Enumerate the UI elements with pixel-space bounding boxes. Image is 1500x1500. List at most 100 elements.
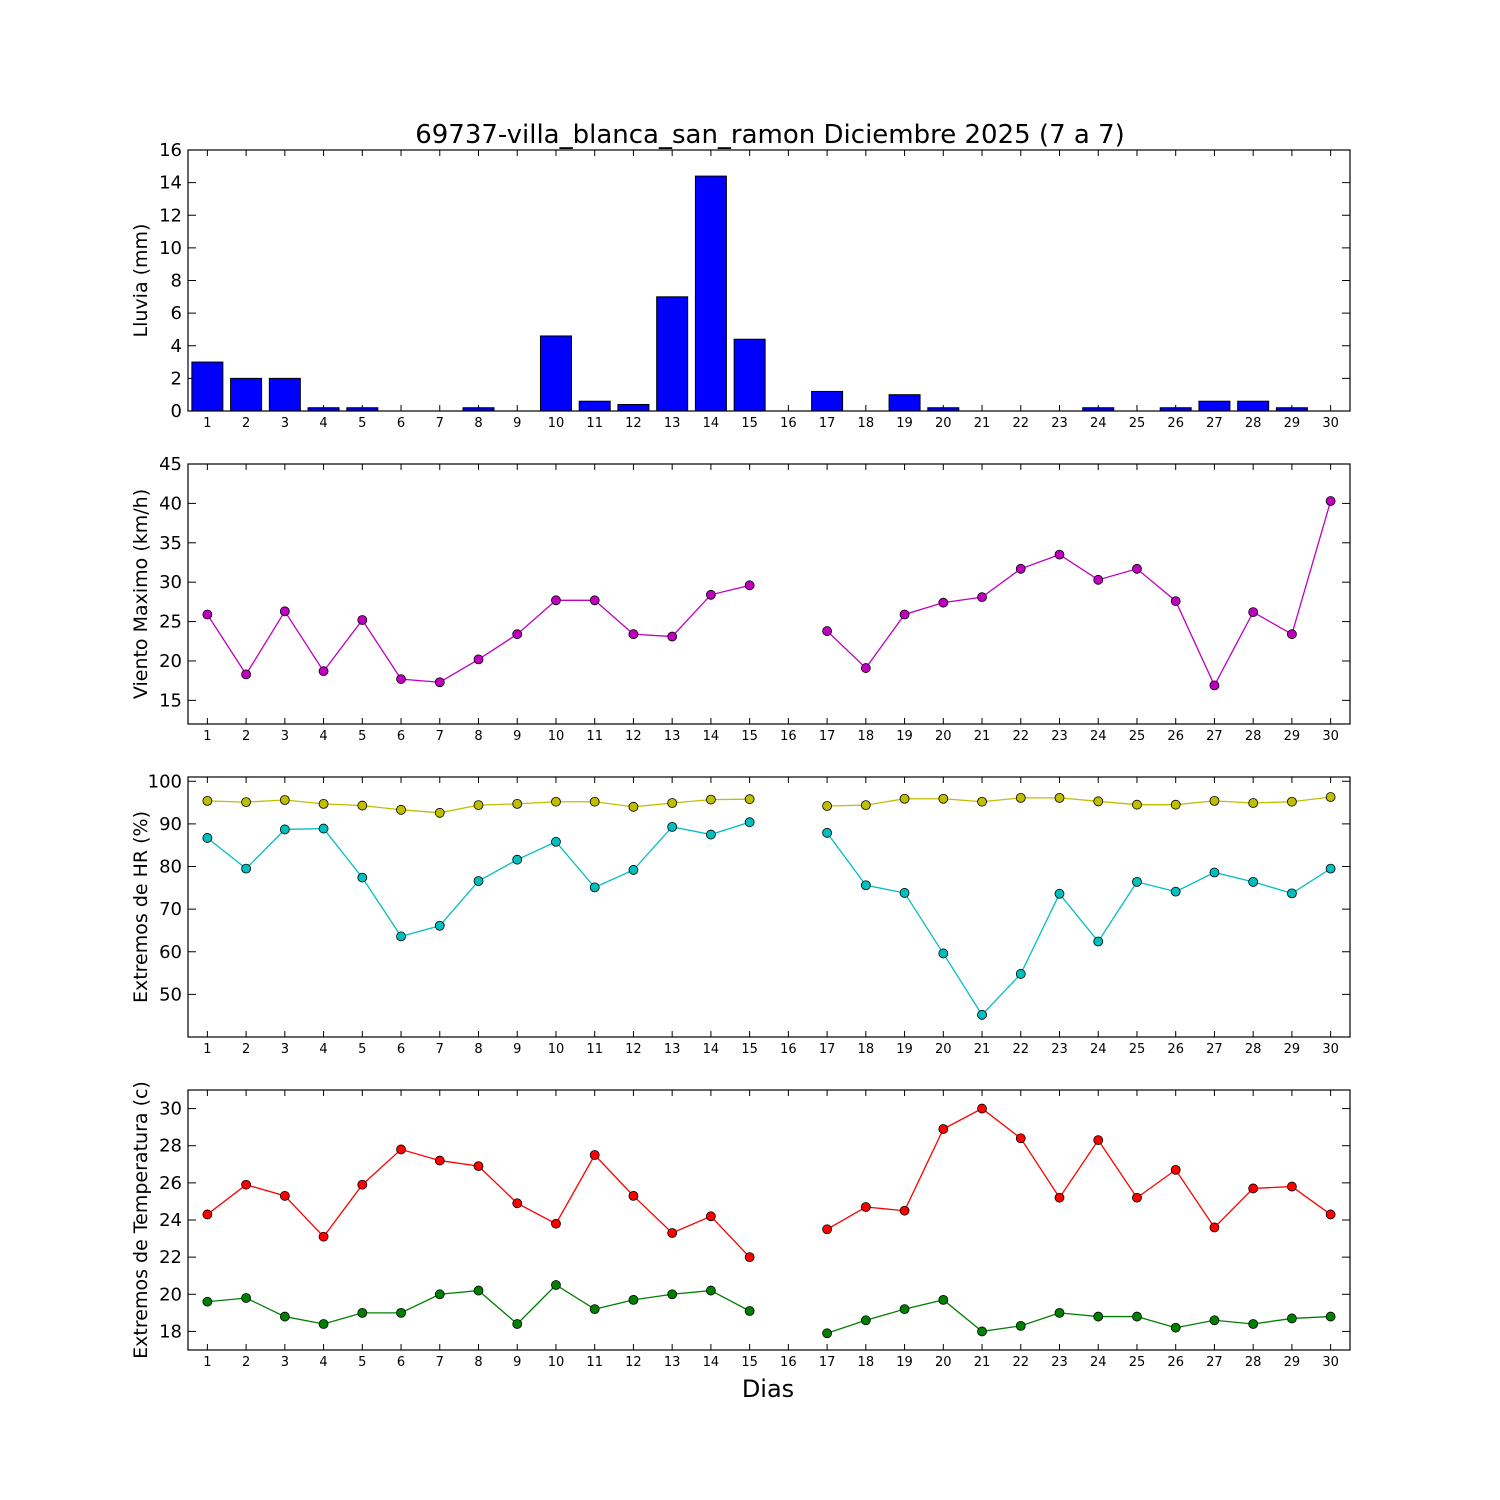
x-tick-label: 19 (896, 1042, 913, 1057)
x-tick-label: 11 (586, 1355, 603, 1370)
x-tick-label: 8 (474, 416, 482, 431)
series-1-point-day-26 (1170, 1164, 1181, 1175)
series-2-point-day-7 (434, 1289, 445, 1300)
y-tick-label: 90 (159, 814, 182, 835)
x-tick-label: 22 (1012, 416, 1029, 431)
series-1-point-day-7 (434, 677, 445, 688)
x-tick-label: 18 (858, 1355, 875, 1370)
series-1-point-day-8 (473, 800, 484, 811)
x-tick-label: 3 (281, 416, 289, 431)
series-2-point-day-9 (512, 1319, 523, 1329)
series-2-point-day-29 (1287, 888, 1297, 899)
x-tick-label: 1 (203, 1042, 211, 1057)
x-tick-label: 5 (358, 1042, 366, 1057)
rain-bar-day-19 (888, 394, 921, 412)
series-1-point-day-23 (1054, 792, 1065, 803)
series-1-point-day-26 (1170, 596, 1181, 606)
x-tick-label: 29 (1284, 729, 1301, 744)
series-1-point-day-10 (551, 1218, 561, 1229)
x-tick-label: 19 (896, 416, 913, 431)
series-1-point-day-2 (241, 797, 252, 808)
series-1-point-day-4 (318, 1231, 329, 1242)
series-1-point-day-29 (1287, 796, 1297, 807)
series-2-point-day-9 (512, 854, 523, 865)
series-2-point-day-18 (860, 1315, 871, 1326)
y-tick-label: 18 (159, 1321, 182, 1342)
series-1-point-day-27 (1209, 795, 1220, 806)
y-tick-label: 50 (159, 984, 182, 1005)
x-tick-label: 7 (436, 729, 444, 744)
x-tick-label: 22 (1012, 1042, 1029, 1057)
series-1-point-day-3 (279, 606, 290, 617)
y-tick-label: 60 (159, 942, 182, 963)
series-2-point-day-29 (1287, 1313, 1297, 1324)
series-2-point-day-26 (1170, 1322, 1181, 1333)
x-tick-label: 17 (819, 1042, 836, 1057)
series-1-point-day-19 (899, 793, 910, 804)
plot-frame (187, 149, 1351, 412)
x-tick-label: 30 (1322, 729, 1339, 744)
series-1-point-day-27 (1209, 680, 1220, 691)
series-1-point-day-20 (938, 793, 949, 804)
series-1-point-day-29 (1287, 1181, 1297, 1192)
series-2-point-day-17 (822, 827, 832, 838)
series-1-point-day-20 (938, 1124, 949, 1134)
x-tick-label: 4 (319, 416, 327, 431)
x-tick-label: 17 (819, 416, 836, 431)
series-2-point-day-22 (1015, 969, 1026, 979)
series-1-point-day-24 (1093, 796, 1104, 807)
x-tick-label: 30 (1322, 416, 1339, 431)
series-2-point-day-5 (357, 1307, 368, 1318)
series-1-point-day-1 (202, 609, 213, 620)
series-1-point-day-22 (1015, 563, 1026, 574)
series-1-point-day-8 (473, 654, 484, 665)
x-tick-label: 12 (625, 729, 642, 744)
y-tick-label: 12 (159, 205, 182, 226)
x-tick-label: 23 (1051, 1355, 1068, 1370)
series-1-point-day-22 (1015, 792, 1026, 803)
y-tick-label: 28 (159, 1136, 182, 1157)
series-1-point-day-14 (706, 794, 716, 805)
x-tick-label: 2 (242, 1355, 250, 1370)
series-1-point-day-12 (628, 629, 639, 640)
series-2-point-day-14 (706, 829, 716, 840)
series-1-point-day-5 (357, 800, 368, 811)
x-tick-label: 23 (1051, 1042, 1068, 1057)
series-1-point-day-25 (1132, 563, 1142, 574)
series-1-point-day-19 (899, 1205, 910, 1216)
series-2-point-day-30 (1325, 863, 1336, 874)
x-tick-label: 13 (664, 1042, 681, 1057)
series-2-point-day-30 (1325, 1311, 1336, 1322)
x-tick-label: 3 (281, 729, 289, 744)
x-tick-label: 15 (741, 729, 758, 744)
rain-bar-day-11 (578, 400, 611, 412)
x-tick-label: 1 (203, 1355, 211, 1370)
series-1-point-day-2 (241, 669, 252, 680)
y-tick-label: 4 (171, 336, 182, 357)
series-2-point-day-5 (357, 872, 368, 883)
x-tick-label: 2 (242, 729, 250, 744)
x-tick-label: 10 (548, 416, 565, 431)
x-tick-label: 24 (1090, 729, 1107, 744)
series-1-point-day-19 (899, 609, 910, 620)
x-tick-label: 17 (819, 1355, 836, 1370)
y-axis-label: Lluvia (mm) (130, 224, 152, 338)
x-tick-label: 26 (1167, 1042, 1184, 1057)
y-tick-label: 16 (159, 140, 182, 161)
series-1-point-day-20 (938, 597, 949, 608)
y-tick-label: 6 (171, 303, 182, 324)
series-2-point-day-17 (822, 1328, 832, 1339)
x-tick-label: 26 (1167, 729, 1184, 744)
series-1-point-day-27 (1209, 1222, 1220, 1233)
x-tick-label: 25 (1129, 729, 1146, 744)
x-tick-label: 19 (896, 729, 913, 744)
x-tick-label: 11 (586, 729, 603, 744)
series-1-point-day-21 (977, 796, 987, 807)
series-2-point-day-2 (241, 1293, 252, 1303)
series-2-point-day-23 (1054, 888, 1065, 899)
series-1-point-day-6 (396, 804, 406, 815)
x-tick-label: 7 (436, 1042, 444, 1057)
x-tick-label: 8 (474, 729, 482, 744)
